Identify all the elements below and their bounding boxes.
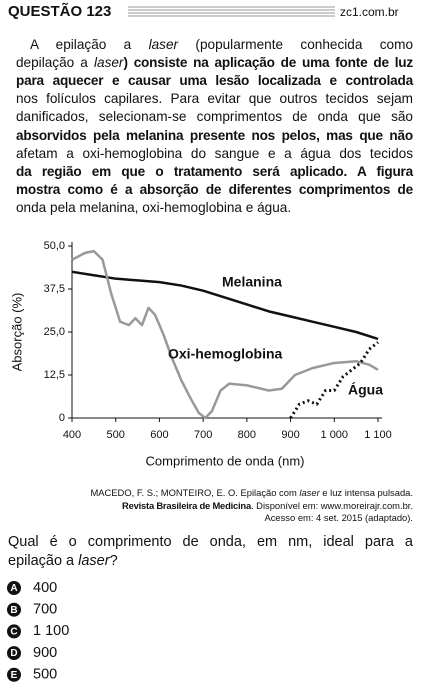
option-marker [7, 624, 21, 639]
text-run: afetam a oxi-hemoglobina do sangue e a á… [16, 145, 413, 161]
x-tick-label: 700 [194, 429, 212, 441]
citation-line: Revista Brasileira de Medicina. Disponív… [122, 500, 413, 512]
paragraph-line: afetam a oxi-hemoglobina do sangue e a á… [16, 145, 413, 163]
paragraph-line: da região em que o tratamento será aplic… [16, 163, 413, 181]
text-run: mostra como é a absorção de diferentes c… [16, 181, 413, 197]
x-tick-label: 800 [238, 429, 256, 441]
series-line [71, 249, 379, 420]
text-run: ? [109, 553, 118, 569]
text-run: depilação a [16, 55, 94, 71]
text-run: . Disponível em: www.moreirajr.com.br. [250, 499, 413, 511]
text-run: Revista Brasileira de Medicina [122, 499, 251, 511]
text-run: Acesso em: 4 set. 2015 (adaptado). [264, 512, 413, 523]
header-band [128, 6, 335, 17]
source: zc1.com.br [340, 5, 399, 19]
text-run: (popularmente conhecida como [178, 37, 413, 52]
option-marker [7, 581, 21, 595]
question-line: epilação a laser? [8, 552, 413, 570]
citation-line: MACEDO, F. S.; MONTEIRO, E. O. Epilação … [90, 487, 413, 499]
paragraph-line: nos folículos capilares. Para evitar que… [16, 90, 413, 108]
text-run: epilação a [8, 553, 79, 569]
paragraph-line: depilação a laser) consiste na aplicação… [16, 54, 413, 72]
option-letter: A [10, 583, 17, 594]
text-run: laser [93, 55, 124, 71]
text-run: laser [78, 553, 110, 569]
x-tick-label: 1 000 [321, 429, 349, 441]
text-run: danificados, selecionam-se comprimentos … [16, 109, 413, 125]
y-axis-label: Absorção (%) [9, 293, 24, 372]
text-run: absorvidos pela melanina presente nos pe… [16, 127, 413, 143]
option-marker [7, 646, 21, 661]
paragraph-line: onda pela melanina, oxi-hemoglobina e ág… [16, 199, 413, 217]
y-tick-label: 50,0 [44, 240, 65, 252]
option-text: 700 [33, 602, 57, 618]
option-letter: B [10, 605, 17, 616]
paragraph-line: mostra como é a absorção de diferentes c… [16, 181, 413, 199]
option-marker [7, 602, 21, 617]
series-label: Melanina [222, 274, 282, 290]
question-line: Qual é o comprimento de onda, em nm, ide… [8, 533, 413, 551]
text-run: Qual é o comprimento de onda, em nm, ide… [8, 534, 413, 550]
paragraph-line: para aquecer e causar uma lesão localiza… [16, 72, 413, 90]
text-run: laser [148, 37, 179, 52]
series-label: Água [348, 382, 383, 398]
x-axis-label: Comprimento de onda (nm) [146, 453, 305, 468]
text-run: laser [299, 487, 320, 498]
option-text: 1 100 [33, 623, 69, 639]
x-tick-label: 500 [107, 429, 125, 441]
question-title: QUESTÃO 123 [8, 2, 111, 20]
text-run: onda pela melanina, oxi-hemoglobina e ág… [16, 199, 292, 215]
x-tick-label: 400 [63, 429, 81, 441]
text-run: A epilação a [30, 37, 149, 52]
series-label: Oxi-hemoglobina [168, 346, 283, 362]
x-tick-label: 600 [150, 429, 168, 441]
y-tick-label: 0 [59, 412, 65, 424]
series-line [71, 270, 379, 341]
text-run: da região em que o tratamento será aplic… [16, 163, 413, 179]
x-tick-label: 1 100 [364, 429, 392, 441]
option-text: 400 [33, 580, 57, 596]
x-tick-label: 900 [281, 429, 299, 441]
paragraph-line: danificados, selecionam-se comprimentos … [16, 108, 413, 126]
text-run: MACEDO, F. S.; MONTEIRO, E. O. Epilação … [90, 487, 300, 498]
series-line [289, 341, 379, 419]
paragraph-line: A epilação a laser (popularmente conheci… [30, 36, 413, 54]
text-run: para aquecer e causar uma lesão localiza… [16, 73, 413, 89]
citation-line: Acesso em: 4 set. 2015 (adaptado). [264, 512, 413, 524]
text-run: nos folículos capilares. Para evitar que… [16, 91, 413, 107]
y-tick-label: 25,0 [44, 326, 65, 338]
option-letter: D [10, 648, 17, 659]
paragraph-line: absorvidos pela melanina presente nos pe… [16, 127, 413, 145]
option-text: 900 [33, 645, 57, 661]
y-tick-label: 37,5 [44, 283, 65, 295]
option-text: 500 [33, 667, 57, 683]
option-letter: E [11, 670, 18, 681]
y-tick-label: 12,5 [44, 369, 65, 381]
option-marker [7, 667, 21, 682]
option-letter: C [10, 627, 17, 638]
text-run: ) consiste na aplicação de uma fonte de … [123, 55, 413, 71]
text-run: e luz intensa pulsada. [319, 487, 413, 498]
